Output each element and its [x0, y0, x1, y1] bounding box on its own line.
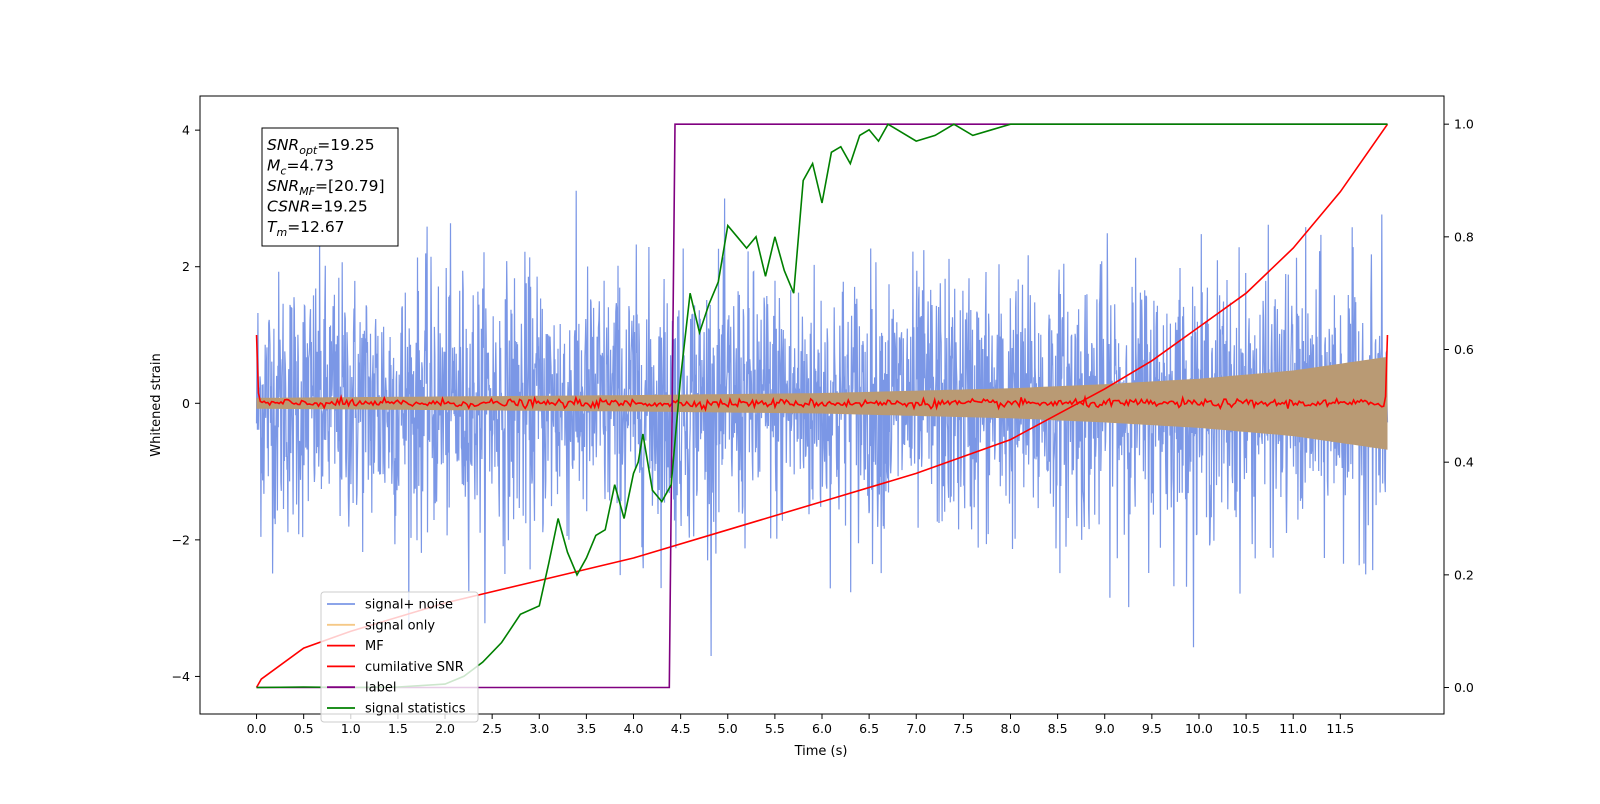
x-tick-label: 11.0 — [1279, 721, 1307, 736]
x-tick-label: 7.0 — [906, 721, 926, 736]
x-tick-label: 4.5 — [671, 721, 691, 736]
x-tick-label: 0.0 — [247, 721, 267, 736]
x-tick-label: 10.5 — [1232, 721, 1260, 736]
legend-label: signal only — [365, 618, 435, 633]
x-tick-label: 8.0 — [1001, 721, 1021, 736]
y-right-tick-label: 0.8 — [1454, 229, 1474, 244]
y-right-tick-label: 0.0 — [1454, 680, 1474, 695]
x-tick-label: 3.0 — [529, 721, 549, 736]
series-mf — [255, 334, 1389, 412]
y-left-tick-label: 2 — [182, 259, 190, 274]
y-right-tick-label: 0.4 — [1454, 455, 1474, 470]
info-tm: Tm=12.67 — [267, 218, 345, 239]
series-signal-statistics — [256, 123, 1388, 689]
legend-label: MF — [365, 639, 384, 654]
x-tick-label: 2.0 — [435, 721, 455, 736]
x-axis-label: Time (s) — [794, 744, 848, 759]
legend-label: signal+ noise — [365, 598, 453, 613]
x-tick-label: 1.0 — [341, 721, 361, 736]
info-snr-opt: SNRopt=19.25 — [267, 136, 375, 157]
y-left-tick-label: −4 — [172, 669, 190, 684]
x-tick-label: 5.5 — [765, 721, 785, 736]
info-snr-mf: SNRMF=[20.79] — [267, 177, 385, 198]
y-axis-label: Whitened strain — [149, 353, 164, 456]
x-tick-label: 6.5 — [859, 721, 879, 736]
info-mc: Mc=4.73 — [267, 157, 334, 178]
axes-layer: 0.0 0.5 1.0 1.5 2.0 2.5 3.0 3.5 4.0 4.5 5.0 5.5 6.0 6… — [172, 117, 1474, 736]
x-tick-label: 0.5 — [294, 721, 314, 736]
legend-label: label — [365, 681, 396, 696]
x-tick-label: 5.0 — [718, 721, 738, 736]
y-right-tick-label: 0.6 — [1454, 342, 1474, 357]
x-tick-label: 3.5 — [576, 721, 596, 736]
x-tick-label: 7.5 — [953, 721, 973, 736]
x-tick-label: 10.0 — [1185, 721, 1213, 736]
info-box-frame — [261, 127, 399, 247]
x-tick-label: 9.5 — [1142, 721, 1162, 736]
legend-label: signal statistics — [365, 702, 466, 717]
x-tick-label: 6.0 — [812, 721, 832, 736]
info-csnr: CSNR=19.25 — [267, 198, 368, 216]
x-tick-label: 1.5 — [388, 721, 408, 736]
y-right-tick-label: 1.0 — [1454, 117, 1474, 132]
y-left-tick-label: 0 — [182, 396, 190, 411]
y-left-tick-label: 4 — [182, 123, 190, 138]
x-tick-label: 4.0 — [624, 721, 644, 736]
legend-label: cumilative SNR — [365, 660, 464, 675]
info-box: SNRopt=19.25Mc=4.73SNRMF=[20.79]CSNR=19.… — [261, 127, 399, 247]
legend-frame — [320, 591, 479, 723]
y-left-tick-label: −2 — [172, 532, 190, 547]
legend: signal+ noise signal only MF cumilative SNR… — [320, 591, 479, 723]
x-tick-label: 8.5 — [1048, 721, 1068, 736]
x-tick-label: 9.0 — [1095, 721, 1115, 736]
x-tick-label: 11.5 — [1326, 721, 1354, 736]
x-tick-label: 2.5 — [482, 721, 502, 736]
y-right-tick-label: 0.2 — [1454, 567, 1474, 582]
